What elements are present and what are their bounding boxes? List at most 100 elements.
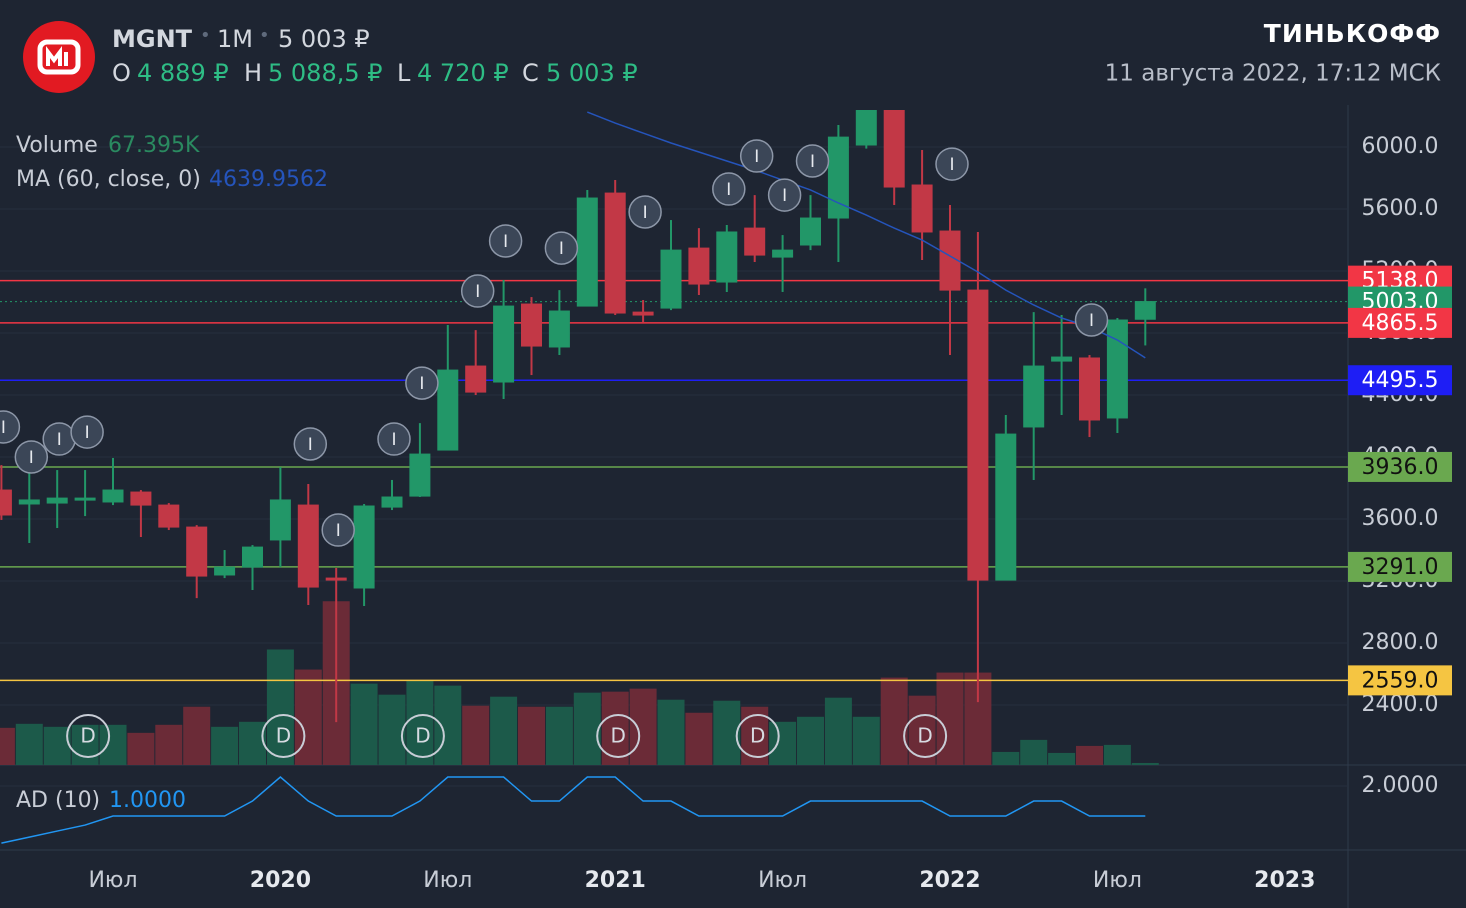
- volume-bar: [1131, 762, 1159, 765]
- candle-body: [576, 197, 598, 307]
- idea-marker: [405, 366, 439, 400]
- idea-marker: [460, 274, 495, 308]
- candle-body: [1106, 319, 1128, 419]
- x-tick-label: 2022: [919, 868, 980, 893]
- level-label: 2559.0: [1362, 668, 1439, 693]
- idea-label: I: [57, 430, 62, 450]
- ohlc-value: 5 003 ₽: [546, 59, 638, 87]
- dividend-marker: [261, 714, 306, 758]
- candle-body: [827, 136, 849, 219]
- level-label: 4495.5: [1362, 368, 1439, 393]
- idea-marker: [1074, 303, 1109, 337]
- idea-marker: [293, 427, 328, 461]
- dividend-label: D: [276, 724, 291, 748]
- idea-label: I: [782, 186, 787, 206]
- level-label: 3291.0: [1362, 555, 1439, 580]
- brand: ТИНЬКОФФ: [1264, 19, 1441, 48]
- x-tick-label: Июл: [758, 868, 807, 893]
- volume-bar: [266, 649, 294, 765]
- dividend-label: D: [750, 724, 765, 748]
- dividend-label: D: [80, 724, 95, 748]
- legend-volume-value: 67.395K: [108, 133, 200, 158]
- ohlc-value: 5 088,5 ₽: [268, 59, 383, 87]
- volume-bar: [71, 724, 99, 765]
- y-tick-label: 3600.0: [1362, 506, 1439, 531]
- candle-body: [800, 217, 821, 246]
- candle-body: [493, 305, 515, 383]
- idea-label: I: [810, 152, 815, 172]
- level-label: 4865.5: [1362, 311, 1439, 336]
- idea-label: I: [643, 203, 648, 223]
- idea-label: I: [308, 435, 313, 455]
- candle-body: [130, 491, 152, 506]
- legend-ma: MA (60, close, 0): [16, 167, 201, 192]
- candle-body: [269, 499, 291, 541]
- legend-volume: Volume: [16, 133, 98, 158]
- candle-body: [1079, 357, 1100, 421]
- idea-label: I: [754, 147, 759, 167]
- ohlc-key: H: [244, 59, 262, 87]
- volume-bar: [657, 699, 685, 765]
- idea-label: I: [1089, 311, 1094, 331]
- x-tick-label: Июл: [423, 868, 472, 893]
- volume: [0, 601, 1159, 765]
- markers: D D D D D D I I I I I I I I I I I I I I I I I I: [0, 139, 1109, 758]
- volume-bar: [406, 680, 434, 765]
- idea-label: I: [559, 239, 564, 259]
- candle-body: [1051, 356, 1073, 362]
- candle-body: [716, 231, 738, 283]
- volume-bar: [350, 683, 378, 765]
- volume-bar: [239, 721, 266, 765]
- volume-bar: [685, 712, 713, 765]
- axes: 2400.02800.03200.03600.04000.04400.04800…: [88, 134, 1452, 893]
- dividend-marker: [400, 714, 445, 758]
- candle-body: [688, 247, 710, 285]
- volume-bar: [769, 721, 797, 765]
- volume-bar: [1103, 744, 1131, 765]
- x-tick-label: 2020: [250, 868, 311, 893]
- candle-body: [186, 526, 208, 577]
- candle-body: [911, 184, 933, 233]
- volume-bar: [434, 685, 462, 765]
- ohlc-key: O: [112, 59, 131, 87]
- candle-body: [604, 192, 626, 314]
- ohlc-key: C: [522, 59, 539, 87]
- volume-bar: [43, 726, 71, 765]
- dividend-marker: [903, 714, 948, 758]
- candle-body: [1023, 365, 1045, 428]
- ad-pane: [1, 776, 1146, 844]
- candle-body: [967, 289, 989, 581]
- volume-bar: [99, 724, 127, 765]
- volume-bar: [378, 694, 406, 765]
- volume-bar: [183, 706, 211, 765]
- candle-body: [632, 311, 654, 316]
- idea-label: I: [336, 521, 341, 541]
- candle-body: [158, 504, 180, 528]
- candle-body: [437, 369, 459, 451]
- candle-body: [214, 566, 236, 576]
- interval: 1M: [217, 25, 253, 53]
- volume-bar: [1076, 745, 1103, 765]
- idea-marker: [377, 422, 411, 456]
- dividend-marker: [596, 714, 641, 758]
- candle-body: [102, 489, 124, 503]
- idea-marker: [628, 195, 662, 229]
- separator: •: [259, 25, 270, 46]
- level-label-bg: [1348, 551, 1452, 582]
- candle-body: [548, 310, 570, 348]
- legend-ma-value: 4639.9562: [209, 167, 328, 192]
- idea-marker: [14, 440, 49, 474]
- idea-marker: [767, 178, 802, 212]
- price: 5 003 ₽: [278, 25, 370, 53]
- volume-bar: [573, 692, 601, 765]
- level-label-bg: [1348, 451, 1452, 482]
- x-tick-label: 2021: [585, 868, 646, 893]
- volume-bar: [0, 727, 15, 765]
- volume-bar: [518, 706, 545, 765]
- candle-body: [18, 499, 40, 505]
- volume-bar: [127, 732, 155, 765]
- ma-line: [587, 111, 1146, 359]
- datetime: 11 августа 2022, 17:12 МСК: [1105, 61, 1441, 87]
- idea-marker: [70, 415, 104, 449]
